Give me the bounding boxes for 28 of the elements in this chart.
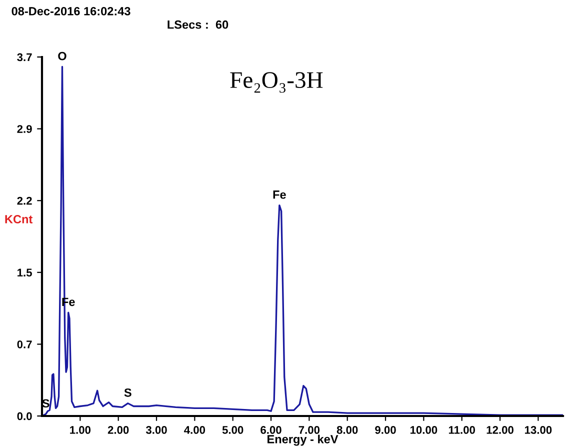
x-tick-label: 1.00 [70, 426, 91, 434]
annotation: S [42, 399, 50, 408]
x-tick-label: 2.00 [108, 426, 129, 434]
y-tick-label: 2.9 [17, 125, 32, 133]
annotation: O [58, 52, 66, 60]
annotation: Fe [273, 190, 286, 199]
x-tick-label: 11.00 [448, 426, 475, 434]
y-tick-label: 0.7 [17, 340, 32, 348]
x-axis-title: Energy - keV [268, 434, 338, 446]
text: Fe₂O₃-3H [230, 72, 323, 93]
y-tick-label: 2.2 [17, 196, 32, 205]
y-axis-title: KCnt [5, 215, 33, 224]
x-tick-label: 6.00 [260, 426, 282, 434]
x-tick-label: 4.00 [184, 426, 206, 434]
text: 08-Dec-2016 16:02:43 [12, 7, 130, 16]
x-tick-label: 5.00 [222, 426, 244, 434]
annotation: S [124, 388, 132, 397]
x-tick-label: 8.00 [336, 426, 358, 434]
x-tick-label: 9.00 [375, 426, 396, 434]
y-tick-label: 1.5 [18, 268, 32, 277]
text: LSecs : 60 [168, 20, 228, 29]
x-tick-label: 3.00 [146, 426, 167, 434]
x-tick-label: 12.00 [486, 426, 514, 434]
x-tick-label: 10.00 [410, 426, 438, 434]
y-tick-label: 3.7 [17, 53, 32, 62]
x-tick-label: 13.00 [524, 426, 552, 434]
x-tick-label: 7.00 [298, 426, 320, 434]
y-tick-label: 0.0 [17, 412, 32, 420]
